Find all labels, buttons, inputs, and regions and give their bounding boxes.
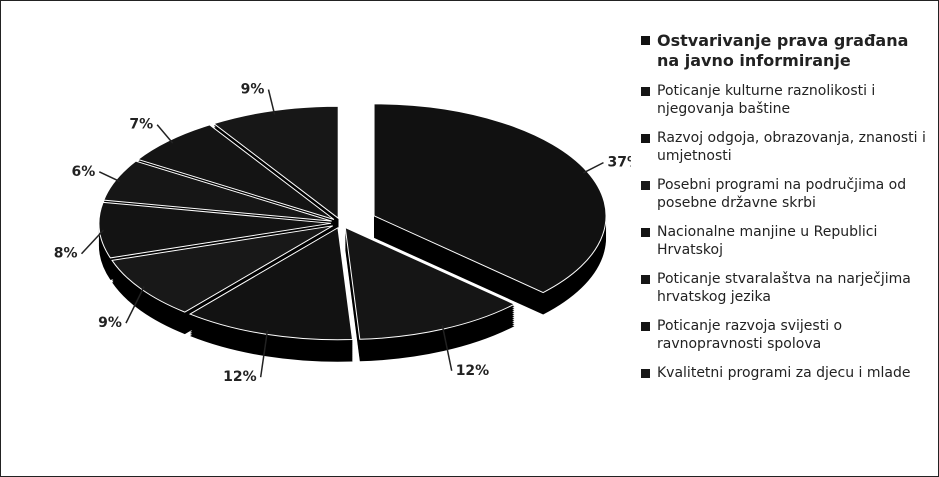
legend-swatch [641,36,650,45]
legend-label: Posebni programi na područjima od posebn… [657,177,907,211]
legend-entry: Razvoj odgoja, obrazovanja, znanosti i u… [641,129,931,165]
legend-entry: Nacionalne manjine u Republici Hrvatskoj [641,223,931,259]
legend-label: Razvoj odgoja, obrazovanja, znanosti i u… [657,130,926,164]
legend-swatch [641,87,650,96]
legend-entry: Poticanje kulturne raznolikosti i njegov… [641,82,931,118]
legend-label: Poticanje razvoja svijesti o ravnopravno… [657,318,843,352]
legend-label: Poticanje kulturne raznolikosti i njegov… [657,83,876,117]
legend-entry: Poticanje stvaralaštva na narječjima hrv… [641,270,931,306]
slice [98,201,332,259]
legend-label: Nacionalne manjine u Republici Hrvatskoj [657,224,878,258]
data-label: 6% [71,164,95,180]
legend-entry: Ostvarivanje prava građana na javno info… [641,31,931,71]
legend-label: Kvalitetni programi za djecu i mlade [657,365,911,381]
pie-area: 37% 12% 12% 9% 8% 6% 7% 9% [54,82,631,386]
leader-line [582,161,604,174]
legend-swatch [641,228,650,237]
slice [111,225,333,313]
data-label: 9% [241,82,265,98]
legend-label: Ostvarivanje prava građana na javno info… [657,31,909,70]
legend-swatch [641,134,650,143]
data-label: 7% [129,117,153,133]
leader-line [156,124,174,144]
leader-line [98,171,121,183]
leader-line [125,286,145,324]
legend-entry: Poticanje razvoja svijesti o ravnopravno… [641,317,931,353]
legend-label: Poticanje stvaralaštva na narječjima hrv… [657,271,911,305]
legend-swatch [641,181,650,190]
data-label: 8% [54,246,78,262]
legend-entry: Kvalitetni programi za djecu i mlade [641,364,931,382]
leader-line [441,325,453,371]
legend-entry: Posebni programi na područjima od posebn… [641,176,931,212]
leader-line [80,229,105,255]
legend-swatch [641,369,650,378]
slice [344,226,516,340]
leader-line [267,89,276,115]
legend-swatch [641,322,650,331]
data-label: 9% [98,315,122,331]
legend: Ostvarivanje prava građana na javno info… [641,31,931,393]
data-label: 12% [456,363,490,379]
data-label: 12% [223,369,257,385]
leader-line [259,330,269,378]
legend-swatch [641,275,650,284]
data-label: 37% [607,155,631,171]
